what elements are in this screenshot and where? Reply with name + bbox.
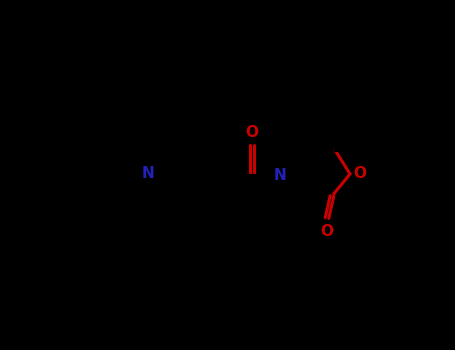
Text: N: N [273,168,286,182]
Text: N: N [142,166,154,181]
Text: O: O [354,167,366,182]
Text: O: O [246,125,258,140]
Text: O: O [320,224,334,238]
